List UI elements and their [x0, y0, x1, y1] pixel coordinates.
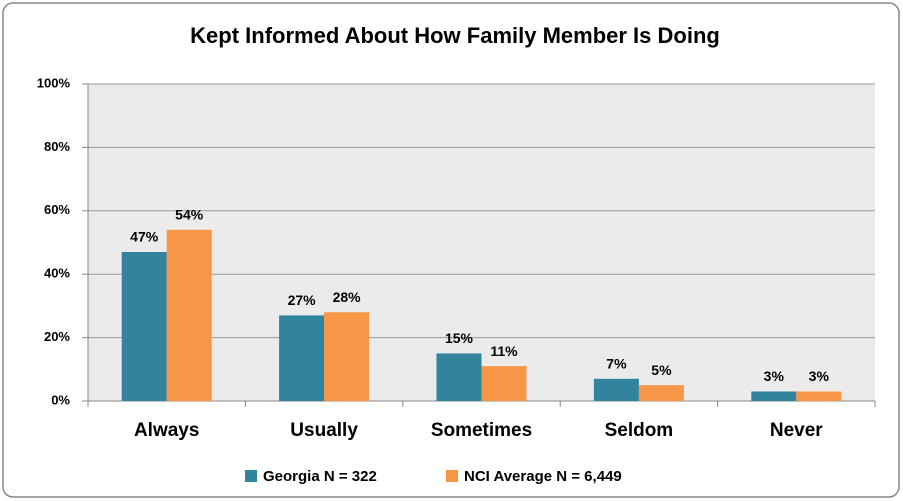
bar	[166, 229, 212, 401]
x-tick-label: Usually	[290, 420, 358, 441]
bar	[279, 315, 325, 401]
x-tick-label: Never	[770, 420, 823, 441]
legend-swatch	[446, 470, 458, 482]
value-label: 3%	[764, 368, 785, 384]
bar	[796, 391, 842, 401]
bar	[751, 391, 797, 401]
value-label: 54%	[175, 207, 204, 223]
legend-label: NCI Average N = 6,449	[464, 468, 622, 485]
bar	[638, 385, 684, 401]
value-label: 11%	[490, 343, 518, 359]
value-label: 28%	[333, 289, 362, 305]
value-label: 5%	[651, 362, 672, 378]
y-tick-label: 100%	[37, 75, 71, 90]
x-tick-label: Always	[134, 420, 199, 441]
y-tick-label: 20%	[44, 329, 70, 344]
x-tick-label: Seldom	[605, 420, 674, 441]
value-label: 7%	[606, 356, 627, 372]
y-tick-label: 60%	[44, 202, 70, 217]
value-label: 3%	[809, 368, 830, 384]
bar	[436, 353, 482, 401]
bar	[121, 252, 167, 401]
bar	[324, 312, 370, 401]
value-label: 47%	[130, 229, 159, 245]
y-tick-label: 40%	[44, 266, 70, 281]
plot-area	[88, 84, 875, 401]
value-label: 27%	[288, 292, 317, 308]
chart-title: Kept Informed About How Family Member Is…	[190, 23, 720, 48]
x-tick-label: Sometimes	[431, 420, 532, 441]
value-label: 15%	[445, 330, 474, 346]
bar	[593, 378, 639, 401]
y-tick-label: 0%	[51, 392, 70, 407]
bar	[481, 366, 527, 401]
legend-label: Georgia N = 322	[263, 468, 377, 485]
y-tick-label: 80%	[44, 139, 70, 154]
legend-swatch	[245, 470, 257, 482]
